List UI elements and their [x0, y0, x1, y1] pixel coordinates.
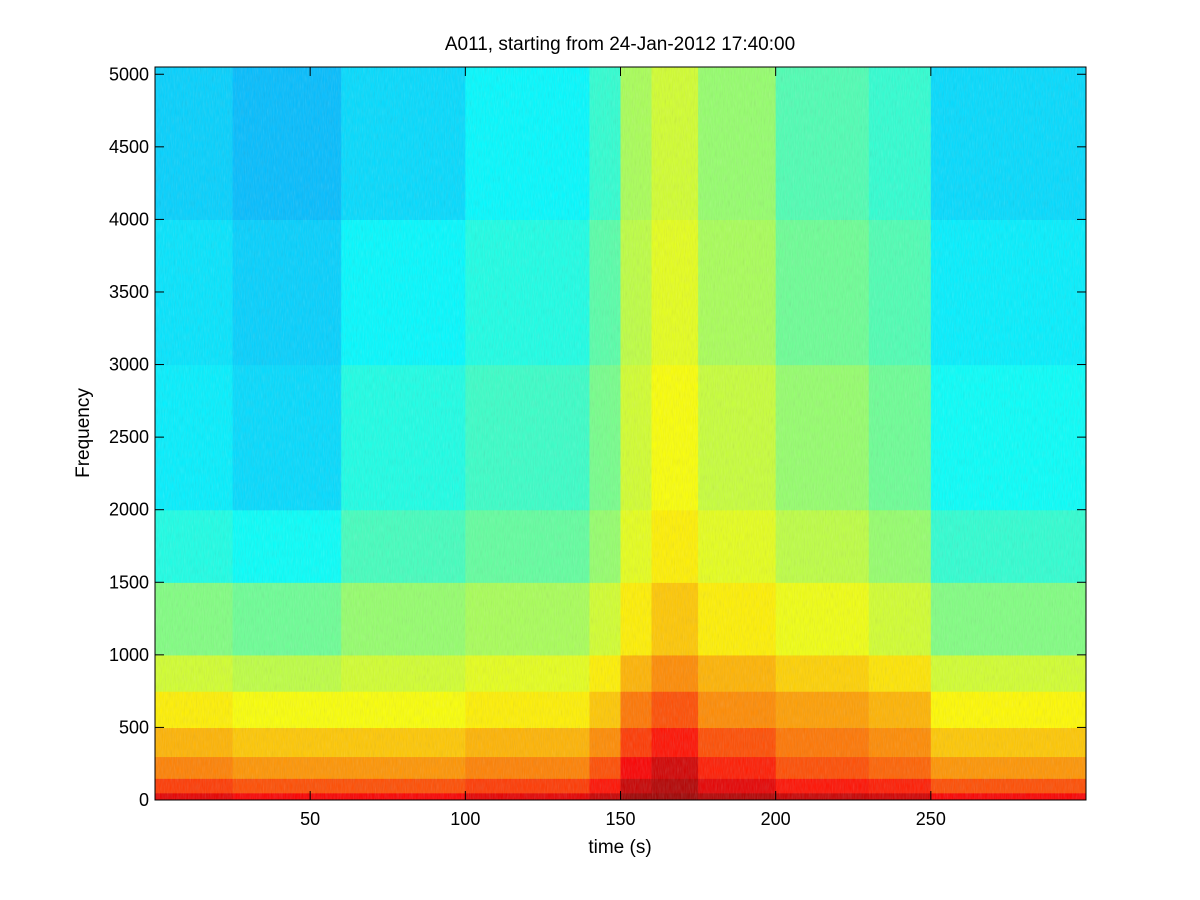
- chart-title: A011, starting from 24-Jan-2012 17:40:00: [445, 34, 795, 55]
- y-tick-label: 1000: [109, 645, 149, 665]
- x-axis-title: time (s): [588, 837, 651, 858]
- y-tick-label: 0: [139, 790, 149, 810]
- y-axis: 0 500 1000 1500 2000 2500 3000 3500 4000 4500 5000: [109, 64, 1086, 810]
- x-tick-label: 200: [761, 809, 791, 829]
- x-axis: 50 100 150 200 250: [300, 67, 946, 829]
- y-tick-label: 500: [119, 717, 149, 737]
- y-tick-label: 1500: [109, 572, 149, 592]
- y-tick-label: 3000: [109, 355, 149, 375]
- noise-texture: [155, 67, 1086, 800]
- x-tick-label: 100: [450, 809, 480, 829]
- y-tick-label: 2000: [109, 500, 149, 520]
- y-tick-label: 4500: [109, 137, 149, 157]
- x-tick-label: 50: [300, 809, 320, 829]
- y-tick-label: 4000: [109, 209, 149, 229]
- x-tick-label: 150: [605, 809, 635, 829]
- y-tick-label: 5000: [109, 64, 149, 84]
- y-tick-label: 2500: [109, 427, 149, 447]
- x-tick-label: 250: [916, 809, 946, 829]
- y-axis-title: Frequency: [73, 388, 94, 478]
- y-tick-label: 3500: [109, 282, 149, 302]
